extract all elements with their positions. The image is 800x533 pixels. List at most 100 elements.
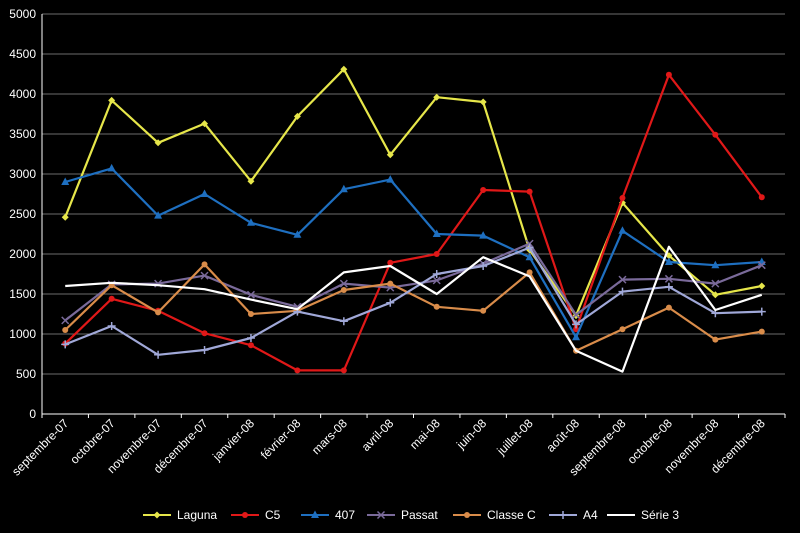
data-point (200, 271, 209, 280)
data-point (464, 512, 470, 518)
data-point (432, 270, 441, 278)
legend-item-407: 407 (301, 508, 355, 522)
series-line (64, 167, 762, 339)
data-point (526, 188, 533, 195)
data-point (757, 261, 766, 270)
data-point (525, 243, 534, 252)
data-point (386, 175, 395, 183)
data-point (479, 231, 488, 239)
data-point (339, 279, 348, 288)
data-point (339, 317, 348, 326)
series-c5 (62, 71, 765, 374)
data-point (247, 177, 255, 185)
data-point (247, 311, 254, 317)
series-line (64, 263, 762, 352)
data-point (619, 195, 626, 201)
data-point (665, 71, 672, 78)
data-point (155, 309, 162, 316)
data-point (201, 120, 209, 128)
data-point (386, 151, 394, 159)
legend-label: C5 (265, 508, 281, 522)
data-point (201, 330, 208, 337)
legend-label: 407 (335, 508, 355, 522)
legend: Laguna C5 407 Passat Classe C A4 Série 3 (143, 508, 679, 522)
data-point (200, 346, 209, 354)
series-line (64, 73, 763, 372)
data-point (479, 98, 487, 106)
data-point (572, 332, 581, 341)
data-point (154, 211, 163, 219)
data-point (664, 257, 673, 265)
series-line (65, 245, 763, 373)
y-tick-label: 5000 (9, 7, 36, 21)
data-point (61, 213, 69, 221)
data-point (432, 229, 441, 237)
legend-item-a4: A4 (549, 508, 598, 522)
data-point (339, 184, 348, 193)
y-tick-label: 3500 (9, 127, 36, 141)
data-point (387, 259, 394, 266)
data-point (432, 276, 441, 285)
y-axis: 0 500 1000 1500 2000 2500 3000 3500 4000 4500 5000 (9, 7, 43, 421)
data-point (559, 511, 567, 519)
data-point (200, 189, 209, 197)
data-point (108, 96, 116, 104)
data-point (433, 303, 440, 310)
legend-item-laguna: Laguna (143, 508, 217, 522)
data-point (480, 187, 487, 193)
data-point (618, 275, 627, 284)
data-point (664, 282, 673, 291)
y-tick-label: 4000 (9, 87, 36, 101)
y-tick-label: 1500 (9, 287, 36, 301)
data-point (711, 260, 720, 269)
legend-label: Passat (401, 508, 438, 522)
series-line (64, 242, 763, 322)
data-point (294, 367, 301, 374)
x-axis: septembre-07octobre-07novembre-07décembr… (9, 413, 786, 478)
data-point (619, 326, 626, 333)
data-point (61, 340, 70, 349)
data-point (108, 295, 115, 302)
data-point (573, 326, 580, 333)
x-tick-label: mai-08 (407, 416, 443, 452)
x-tick-label: juin-08 (453, 416, 489, 452)
y-tick-label: 4500 (9, 47, 36, 61)
x-tick-label: juillet-08 (493, 416, 535, 458)
data-point (758, 282, 766, 290)
legend-item-serie-3: Série 3 (607, 508, 679, 522)
data-point (246, 334, 255, 342)
y-tick-label: 2500 (9, 207, 36, 221)
data-point (712, 336, 719, 343)
x-tick-label: février-08 (258, 416, 304, 462)
data-point (246, 218, 255, 226)
data-point (711, 291, 719, 299)
data-point (479, 262, 488, 270)
data-point (572, 310, 581, 319)
series-a4 (61, 243, 766, 359)
y-tick-label: 1000 (9, 327, 36, 341)
data-point (154, 139, 162, 147)
data-point (433, 93, 441, 101)
x-tick-label: janvier-08 (209, 416, 257, 464)
data-point (480, 307, 487, 314)
data-point (526, 269, 533, 276)
data-point (293, 230, 302, 238)
data-point (247, 342, 254, 349)
data-point (340, 287, 347, 293)
series-classe-c (62, 261, 765, 354)
grid-layer (42, 13, 785, 415)
data-point (525, 252, 534, 261)
data-point (712, 131, 719, 138)
data-point (757, 307, 766, 316)
data-point (293, 112, 301, 120)
data-point (154, 350, 163, 359)
data-point (572, 320, 581, 329)
y-tick-label: 500 (16, 367, 36, 381)
series-line (64, 246, 762, 356)
data-point (107, 163, 116, 172)
series-407 (61, 163, 766, 341)
data-point (61, 316, 70, 325)
y-tick-label: 2000 (9, 247, 36, 261)
data-point (340, 65, 348, 73)
y-tick-label: 3000 (9, 167, 36, 181)
